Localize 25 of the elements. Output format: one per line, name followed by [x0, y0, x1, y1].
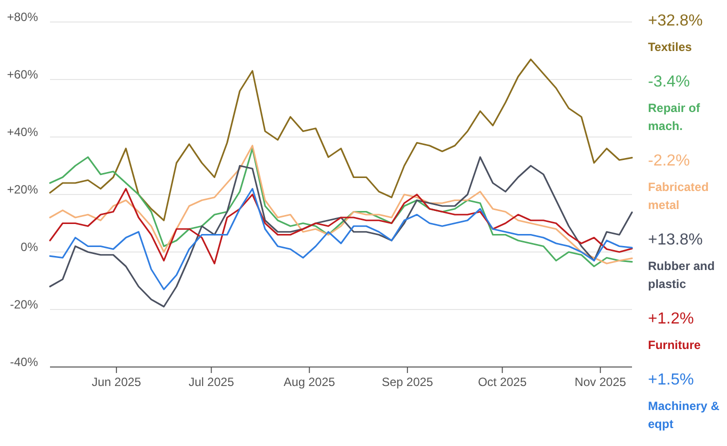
text: Fabricated metal [648, 180, 709, 212]
y-tick-label: +40% [6, 124, 38, 139]
y-tick-label: -20% [10, 297, 38, 312]
text: Repair of mach. [648, 101, 702, 134]
text: +13.8% [648, 232, 703, 249]
text: +1.5% [648, 372, 694, 389]
text: -2.2% [648, 152, 690, 170]
text: Furniture [648, 338, 701, 352]
text: Machinery & eqpt [648, 399, 720, 432]
y-tick-label: +60% [6, 67, 38, 82]
x-tick-label: Jul 2025 [188, 375, 234, 389]
x-tick-label: Sep 2025 [382, 375, 434, 389]
y-tick-label: -40% [10, 354, 38, 369]
x-tick-label: Nov 2025 [574, 375, 626, 389]
text: Textiles [648, 40, 692, 54]
text: -3.4% [648, 74, 690, 91]
y-tick-label: +80% [6, 10, 38, 24]
y-tick-label: +20% [6, 182, 38, 196]
y-tick-label: 0% [20, 240, 38, 254]
text: Rubber and plastic [648, 259, 715, 292]
x-tick-label: Jun 2025 [92, 375, 142, 389]
x-tick-label: Aug 2025 [284, 375, 336, 389]
text: +32.8% [648, 12, 703, 30]
text: +1.2% [648, 310, 694, 328]
x-tick-label: Oct 2025 [478, 375, 527, 389]
